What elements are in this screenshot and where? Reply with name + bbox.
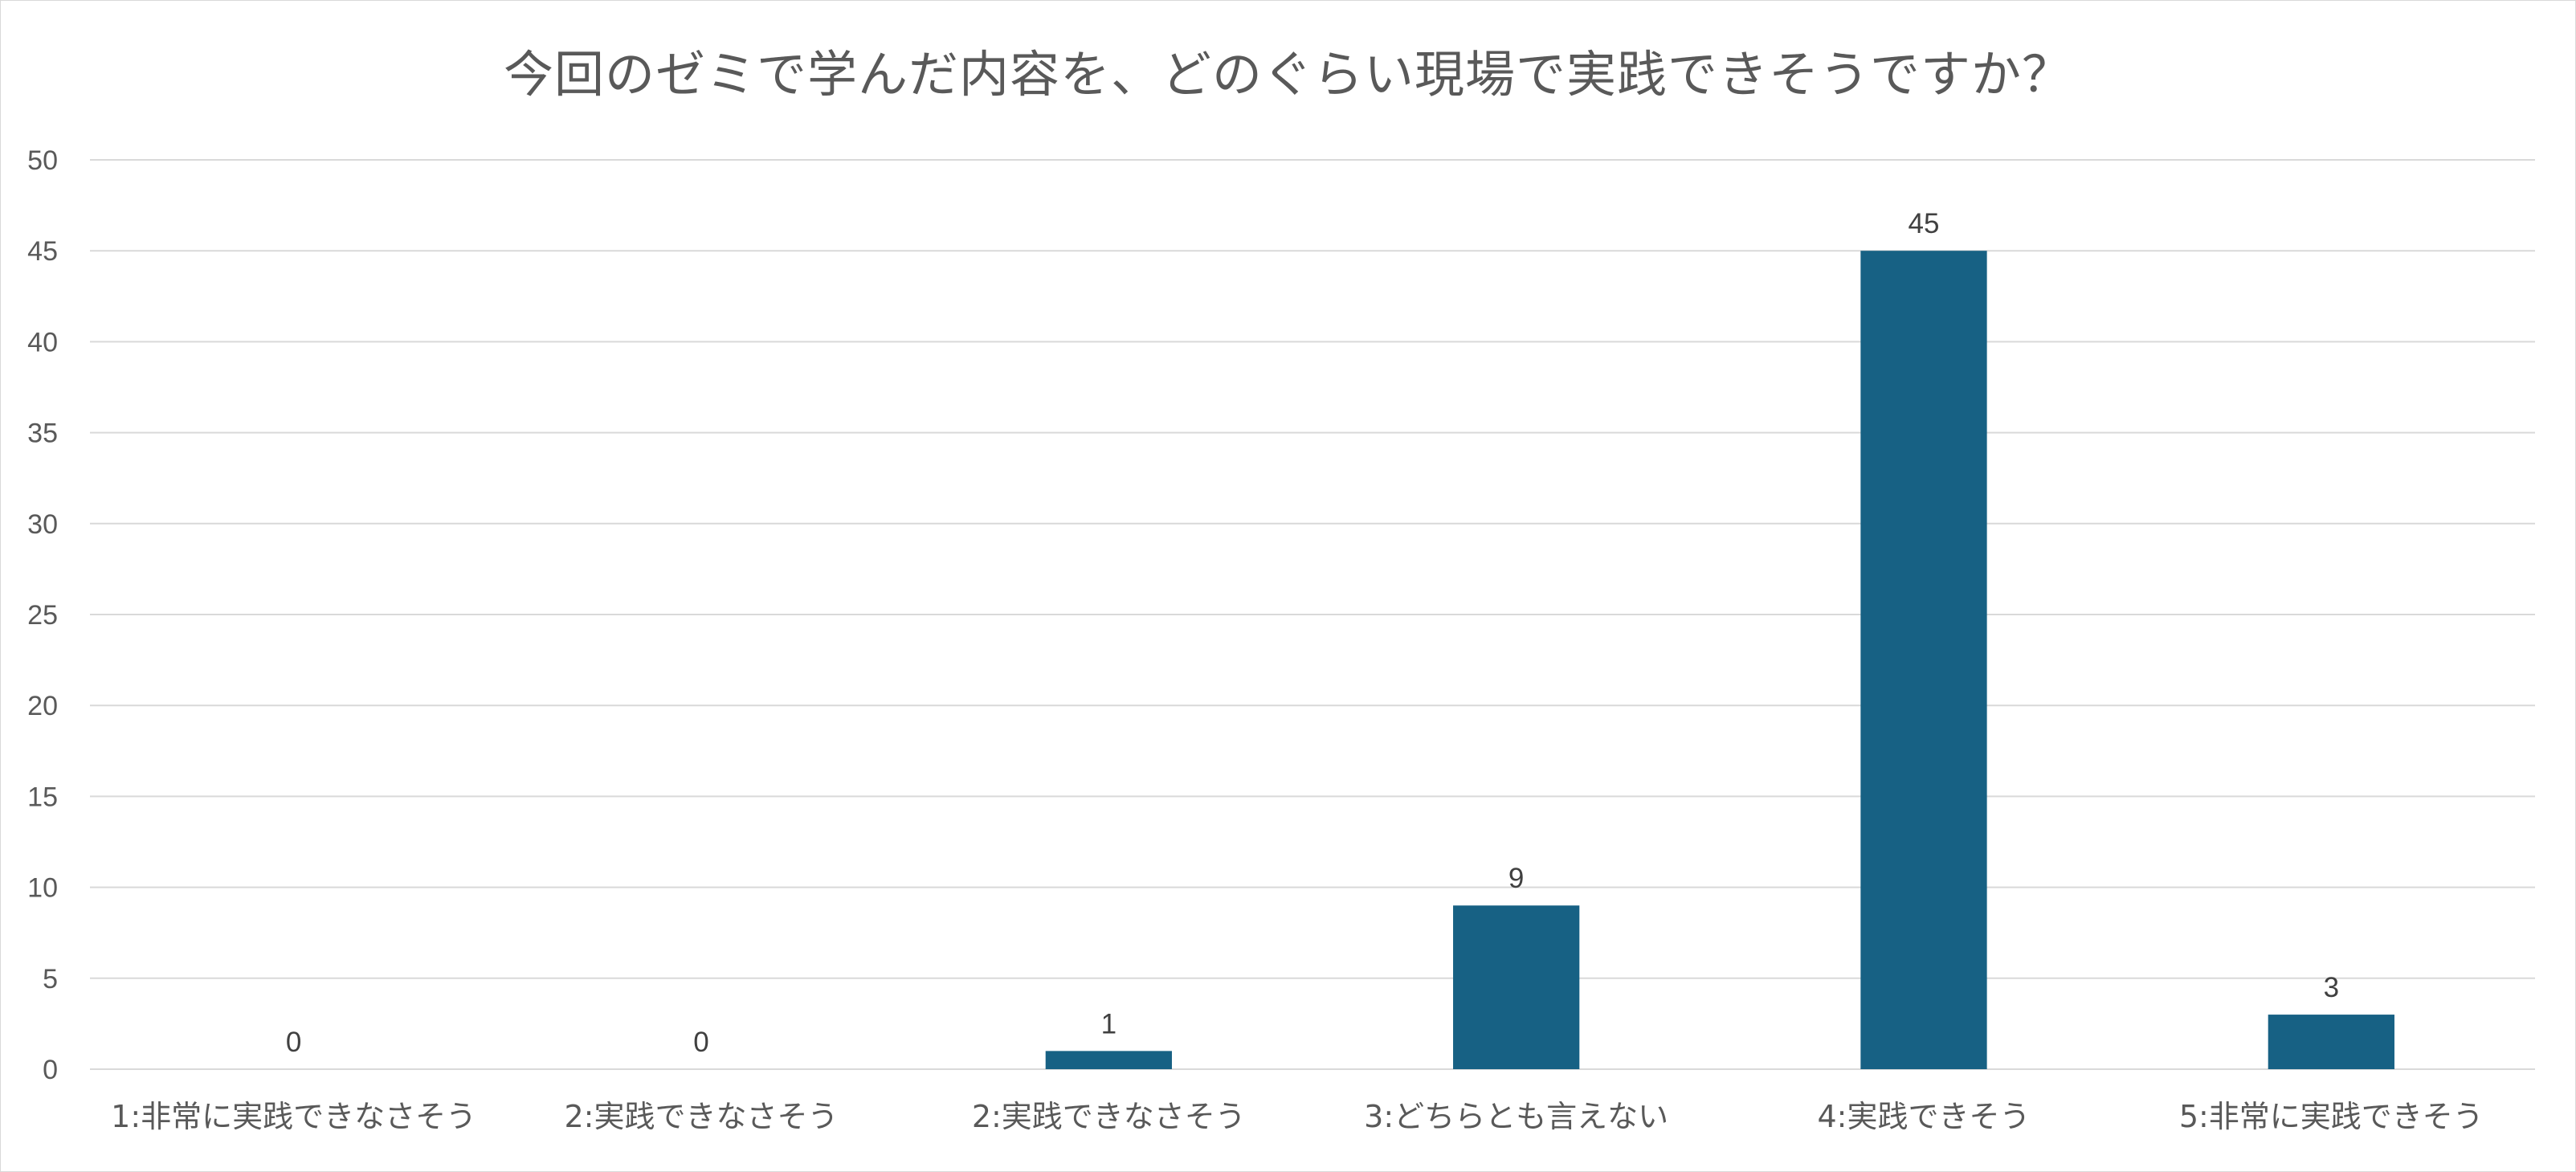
y-tick-label: 0: [43, 1055, 58, 1085]
y-axis: 0 5 10 15 20 25 30 35 40 45 50: [27, 145, 58, 1085]
y-tick-label: 45: [27, 236, 58, 267]
y-tick-label: 35: [27, 419, 58, 449]
bar: [1045, 1051, 1172, 1069]
y-tick-label: 25: [27, 600, 58, 631]
data-label: 3: [2324, 972, 2339, 1003]
gridlines: [90, 159, 2535, 1070]
y-tick-label: 5: [43, 964, 58, 994]
x-category-label: 3:どちらとも言えない: [1364, 1099, 1668, 1134]
y-tick-label: 40: [27, 327, 58, 357]
x-axis: 1:非常に実践できなさそう 2:実践できなさそう 2:実践できなさそう 3:どちらとも…: [111, 1099, 2484, 1134]
bars: [1045, 251, 2394, 1069]
chart-title: 今回のゼミで学んだ内容を、どのぐらい現場で実践できそうですか？: [503, 45, 2072, 104]
bar: [1453, 905, 1580, 1069]
data-label: 45: [1909, 208, 1940, 239]
y-tick-label: 20: [27, 691, 58, 721]
data-label: 9: [1508, 863, 1524, 894]
data-label: 0: [286, 1027, 301, 1058]
data-label: 1: [1101, 1008, 1117, 1039]
bar: [1860, 251, 1987, 1069]
data-labels: 0 0 1 9 45 3: [286, 208, 2339, 1058]
bar: [2268, 1015, 2394, 1069]
x-category-label: 2:実践できなさそう: [972, 1099, 1246, 1134]
y-tick-label: 30: [27, 509, 58, 540]
data-label: 0: [693, 1027, 708, 1058]
y-tick-label: 50: [27, 145, 58, 176]
x-category-label: 1:非常に実践できなさそう: [111, 1099, 476, 1134]
y-tick-label: 15: [27, 782, 58, 812]
x-category-label: 5:非常に実践できそう: [2179, 1099, 2484, 1134]
x-category-label: 4:実践できそう: [1818, 1099, 2031, 1134]
x-category-label: 2:実践できなさそう: [565, 1099, 839, 1134]
y-tick-label: 10: [27, 873, 58, 904]
